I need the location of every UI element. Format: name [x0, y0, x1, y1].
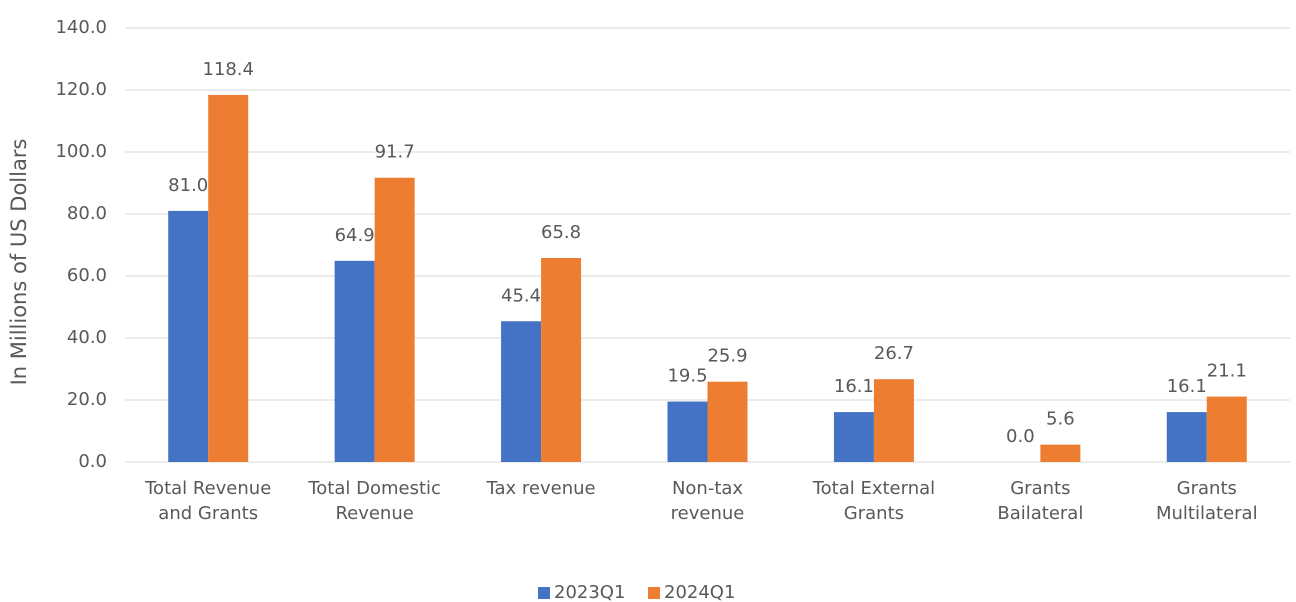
bar	[334, 260, 375, 462]
value-label: 21.1	[1207, 361, 1247, 382]
bar	[1206, 396, 1247, 462]
value-label: 16.1	[834, 376, 874, 397]
x-tick-label: Multilateral	[1156, 503, 1258, 524]
legend-label: 2024Q1	[664, 582, 735, 602]
y-tick-label: 0.0	[78, 451, 107, 472]
x-tick-label: Bailateral	[997, 503, 1083, 524]
x-tick-label: Grants	[1010, 478, 1070, 499]
x-tick-label: Grants	[1177, 478, 1237, 499]
value-label: 81.0	[168, 175, 208, 196]
y-tick-label: 40.0	[67, 327, 107, 348]
legend-label: 2023Q1	[554, 582, 625, 602]
x-tick-label: Revenue	[335, 503, 413, 524]
value-label: 64.9	[335, 225, 375, 246]
bar	[833, 412, 874, 462]
x-tick-label: Grants	[844, 503, 904, 524]
y-tick-label: 140.0	[55, 17, 107, 38]
y-tick-label: 20.0	[67, 389, 107, 410]
bar	[501, 321, 542, 462]
value-label: 65.8	[541, 222, 581, 243]
bar	[873, 379, 914, 462]
value-label: 0.0	[1006, 426, 1035, 447]
value-label: 26.7	[874, 343, 914, 364]
x-tick-label: and Grants	[158, 503, 258, 524]
x-tick-label: Total Domestic	[307, 478, 441, 499]
y-axis-title: In Millions of US Dollars	[7, 139, 31, 386]
value-label: 19.5	[667, 366, 707, 387]
bar	[168, 210, 209, 462]
value-label: 118.4	[202, 59, 254, 80]
bar	[707, 381, 748, 462]
value-label: 91.7	[375, 142, 415, 163]
x-tick-label: revenue	[671, 503, 745, 524]
x-tick-label: Total External	[812, 478, 935, 499]
bar	[374, 177, 415, 463]
value-label: 45.4	[501, 285, 541, 306]
y-tick-label: 60.0	[67, 265, 107, 286]
x-tick-label: Tax revenue	[486, 478, 596, 499]
y-tick-label: 80.0	[67, 203, 107, 224]
legend-swatch	[648, 587, 660, 599]
value-label: 5.6	[1046, 409, 1075, 430]
bar	[667, 401, 708, 462]
bar	[208, 94, 249, 463]
value-label: 25.9	[707, 346, 747, 367]
x-tick-label: Total Revenue	[144, 478, 271, 499]
value-label: 16.1	[1167, 376, 1207, 397]
y-tick-label: 100.0	[55, 141, 107, 162]
y-tick-label: 120.0	[55, 79, 107, 100]
bar	[1040, 444, 1081, 462]
legend-swatch	[538, 587, 550, 599]
x-tick-label: Non-tax	[672, 478, 743, 499]
bar	[1166, 412, 1207, 462]
bar	[541, 258, 582, 462]
